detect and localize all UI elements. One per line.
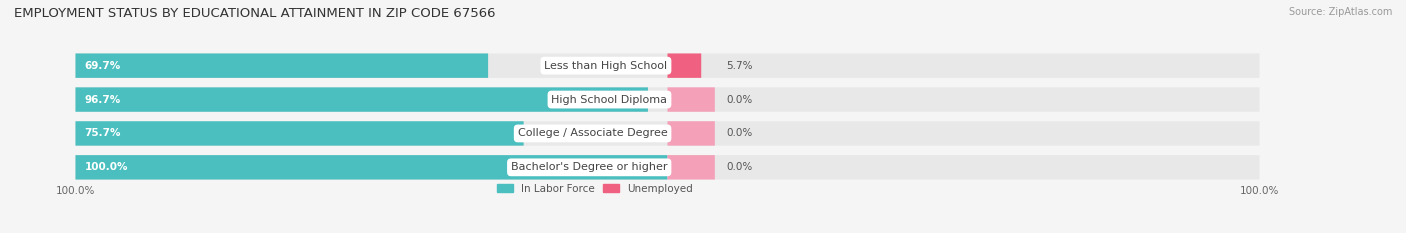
FancyBboxPatch shape xyxy=(76,155,1260,180)
Text: EMPLOYMENT STATUS BY EDUCATIONAL ATTAINMENT IN ZIP CODE 67566: EMPLOYMENT STATUS BY EDUCATIONAL ATTAINM… xyxy=(14,7,495,20)
Text: 69.7%: 69.7% xyxy=(84,61,121,71)
Text: 100.0%: 100.0% xyxy=(84,162,128,172)
FancyBboxPatch shape xyxy=(668,121,714,146)
Text: Less than High School: Less than High School xyxy=(544,61,668,71)
Text: 0.0%: 0.0% xyxy=(727,128,754,138)
FancyBboxPatch shape xyxy=(76,121,523,146)
FancyBboxPatch shape xyxy=(668,87,714,112)
FancyBboxPatch shape xyxy=(76,87,1260,112)
FancyBboxPatch shape xyxy=(668,155,714,180)
FancyBboxPatch shape xyxy=(76,121,1260,146)
Text: 0.0%: 0.0% xyxy=(727,95,754,105)
Text: Bachelor's Degree or higher: Bachelor's Degree or higher xyxy=(510,162,668,172)
Text: College / Associate Degree: College / Associate Degree xyxy=(517,128,668,138)
Text: 5.7%: 5.7% xyxy=(727,61,754,71)
FancyBboxPatch shape xyxy=(76,53,488,78)
FancyBboxPatch shape xyxy=(76,87,648,112)
Text: 100.0%: 100.0% xyxy=(1240,186,1279,196)
FancyBboxPatch shape xyxy=(76,53,1260,78)
Text: Source: ZipAtlas.com: Source: ZipAtlas.com xyxy=(1288,7,1392,17)
Text: 100.0%: 100.0% xyxy=(56,186,96,196)
Legend: In Labor Force, Unemployed: In Labor Force, Unemployed xyxy=(494,179,697,198)
Text: 96.7%: 96.7% xyxy=(84,95,121,105)
Text: High School Diploma: High School Diploma xyxy=(551,95,668,105)
FancyBboxPatch shape xyxy=(668,53,702,78)
FancyBboxPatch shape xyxy=(76,155,668,180)
Text: 75.7%: 75.7% xyxy=(84,128,121,138)
Text: 0.0%: 0.0% xyxy=(727,162,754,172)
